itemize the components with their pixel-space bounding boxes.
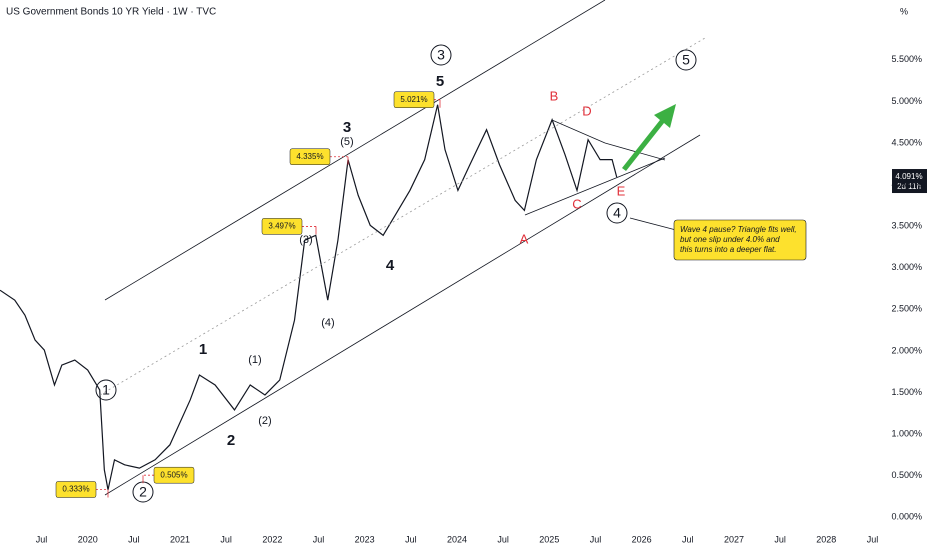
x-tick-label: Jul (590, 534, 602, 544)
wave-label: D (582, 103, 591, 118)
wave-label: 3 (343, 119, 351, 136)
last-price-label: 4.091% (895, 172, 922, 181)
wave-circles (95, 44, 697, 503)
x-tick-label: Jul (774, 534, 786, 544)
wave-label: (1) (248, 354, 261, 366)
x-tick-label: Jul (405, 534, 417, 544)
x-tick-label: Jul (867, 534, 879, 544)
channel-upper (104, 0, 606, 301)
wave-label: 3 (437, 47, 445, 63)
callout-label: 5.021% (400, 95, 427, 104)
triangle-lower (524, 157, 666, 216)
wave-label: A (520, 231, 529, 246)
wave-label: 1 (199, 341, 207, 358)
wave-label: B (550, 88, 559, 103)
callout-label: 3.497% (268, 222, 295, 231)
y-tick-label: 5.000% (891, 96, 922, 106)
y-tick-label: 3.000% (891, 262, 922, 272)
wave-label: 5 (436, 73, 444, 90)
y-tick-label: 2.000% (891, 345, 922, 355)
wave-label: (3) (299, 234, 312, 246)
x-tick-label: 2026 (632, 534, 652, 544)
y-tick-label: 1.500% (891, 387, 922, 397)
x-tick-label: Jul (128, 534, 140, 544)
triangle-upper (551, 119, 606, 144)
countdown: 2d 11h (897, 182, 921, 191)
wave-label: (2) (258, 415, 271, 427)
x-tick-label: Jul (220, 534, 232, 544)
price-line (0, 104, 618, 490)
unit-label: % (900, 6, 908, 16)
wave-label: 5 (682, 52, 690, 68)
x-tick-label: Jul (497, 534, 509, 544)
x-tick-label: 2023 (355, 534, 375, 544)
y-tick-label: 1.000% (891, 428, 922, 438)
y-tick-label: 3.500% (891, 221, 922, 231)
wave-label: (4) (321, 317, 334, 329)
x-tick-label: Jul (313, 534, 325, 544)
green-arrow (622, 104, 676, 171)
wave-label: (5) (340, 136, 353, 148)
last-price-box (892, 169, 927, 194)
x-tick-label: 2022 (262, 534, 282, 544)
note-pointer (629, 217, 677, 231)
x-tick-label: 2021 (170, 534, 190, 544)
callout-box (153, 466, 195, 484)
wave-label: C (572, 196, 581, 211)
channel-lower (104, 134, 701, 496)
callout-label: 0.505% (160, 470, 187, 479)
wave-label: 2 (139, 484, 147, 500)
note-line: this turns into a deeper flat. (680, 245, 777, 254)
y-tick-label: 0.500% (891, 470, 922, 480)
x-tick-label: 2028 (816, 534, 836, 544)
wave-label: 4 (613, 205, 621, 221)
callout-box (289, 148, 331, 165)
channel-mid (99, 37, 706, 396)
x-tick-label: Jul (36, 534, 48, 544)
wave-label: 4 (386, 257, 395, 274)
callout-label: 0.333% (62, 485, 89, 494)
note-box (673, 219, 807, 261)
callout-box (261, 218, 303, 235)
x-tick-label: 2020 (78, 534, 98, 544)
callout-box (55, 481, 97, 498)
x-tick-label: 2024 (447, 534, 467, 544)
x-tick-label: 2027 (724, 534, 744, 544)
y-tick-label: 4.000% (891, 179, 922, 189)
chart-title: US Government Bonds 10 YR Yield · 1W · T… (6, 7, 216, 18)
callout-label: 4.335% (296, 152, 323, 161)
note-line: but one slip under 4.0% and (680, 235, 780, 244)
y-tick-label: 2.500% (891, 304, 922, 314)
y-tick-label: 0.000% (891, 512, 922, 522)
y-tick-label: 5.500% (891, 54, 922, 64)
callout-box (393, 91, 435, 108)
note-line: Wave 4 pause? Triangle fits well, (680, 225, 797, 234)
wave-label: 2 (227, 432, 235, 449)
x-tick-label: Jul (682, 534, 694, 544)
wave-label: 1 (102, 382, 110, 398)
wave-label: E (617, 183, 626, 198)
x-tick-label: 2025 (539, 534, 559, 544)
triangle-upper (604, 142, 666, 161)
y-tick-label: 4.500% (891, 137, 922, 147)
